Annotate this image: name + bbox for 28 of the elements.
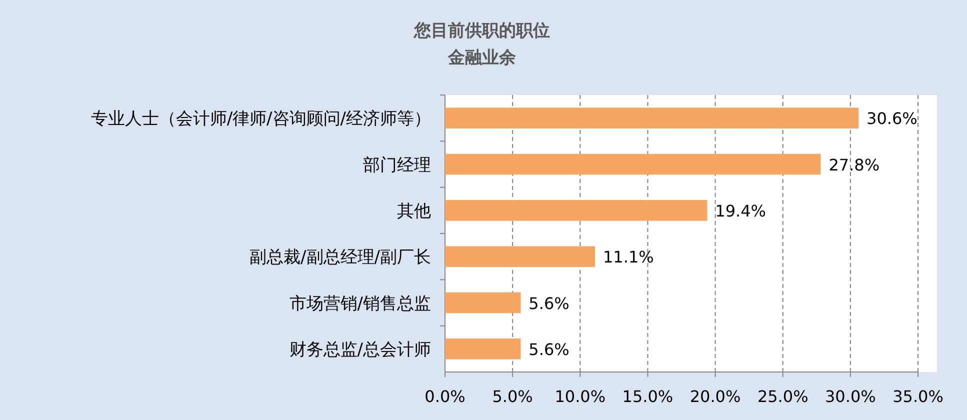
y-tick-label: 副总裁/副总经理/副厂长	[250, 248, 431, 268]
chart-subtitle: 金融业余	[447, 48, 517, 68]
bar	[445, 292, 521, 314]
chart-title: 您目前供职的职位	[413, 21, 550, 41]
data-label: 5.6%	[528, 294, 570, 313]
data-label: 5.6%	[528, 340, 570, 359]
x-tick-label: 25.0%	[757, 387, 808, 406]
x-tick-label: 20.0%	[690, 387, 741, 406]
x-tick-label: 10.0%	[554, 387, 606, 406]
y-tick-label: 部门经理	[363, 155, 431, 176]
data-label: 27.8%	[828, 155, 880, 174]
bar	[445, 338, 521, 360]
x-tick-label: 30.0%	[825, 387, 876, 406]
x-tick-label: 15.0%	[622, 387, 674, 406]
x-tick-label: 5.0%	[492, 387, 533, 406]
bar	[445, 154, 821, 175]
data-label: 19.4%	[715, 201, 766, 220]
x-tick-label: 35.0%	[892, 387, 944, 406]
data-label: 30.6%	[866, 109, 918, 128]
y-tick-label: 其他	[397, 201, 431, 222]
y-tick-label: 专业人士（会计师/律师/咨询顾问/经济师等）	[90, 109, 431, 130]
data-label: 11.1%	[603, 248, 654, 267]
y-tick-label: 财务总监/总会计师	[289, 340, 431, 360]
x-tick-label: 0.0%	[424, 387, 466, 406]
bar	[445, 200, 708, 221]
y-tick-label: 市场营销/销售总监	[289, 294, 431, 314]
bar	[445, 246, 596, 267]
bar	[445, 108, 859, 128]
